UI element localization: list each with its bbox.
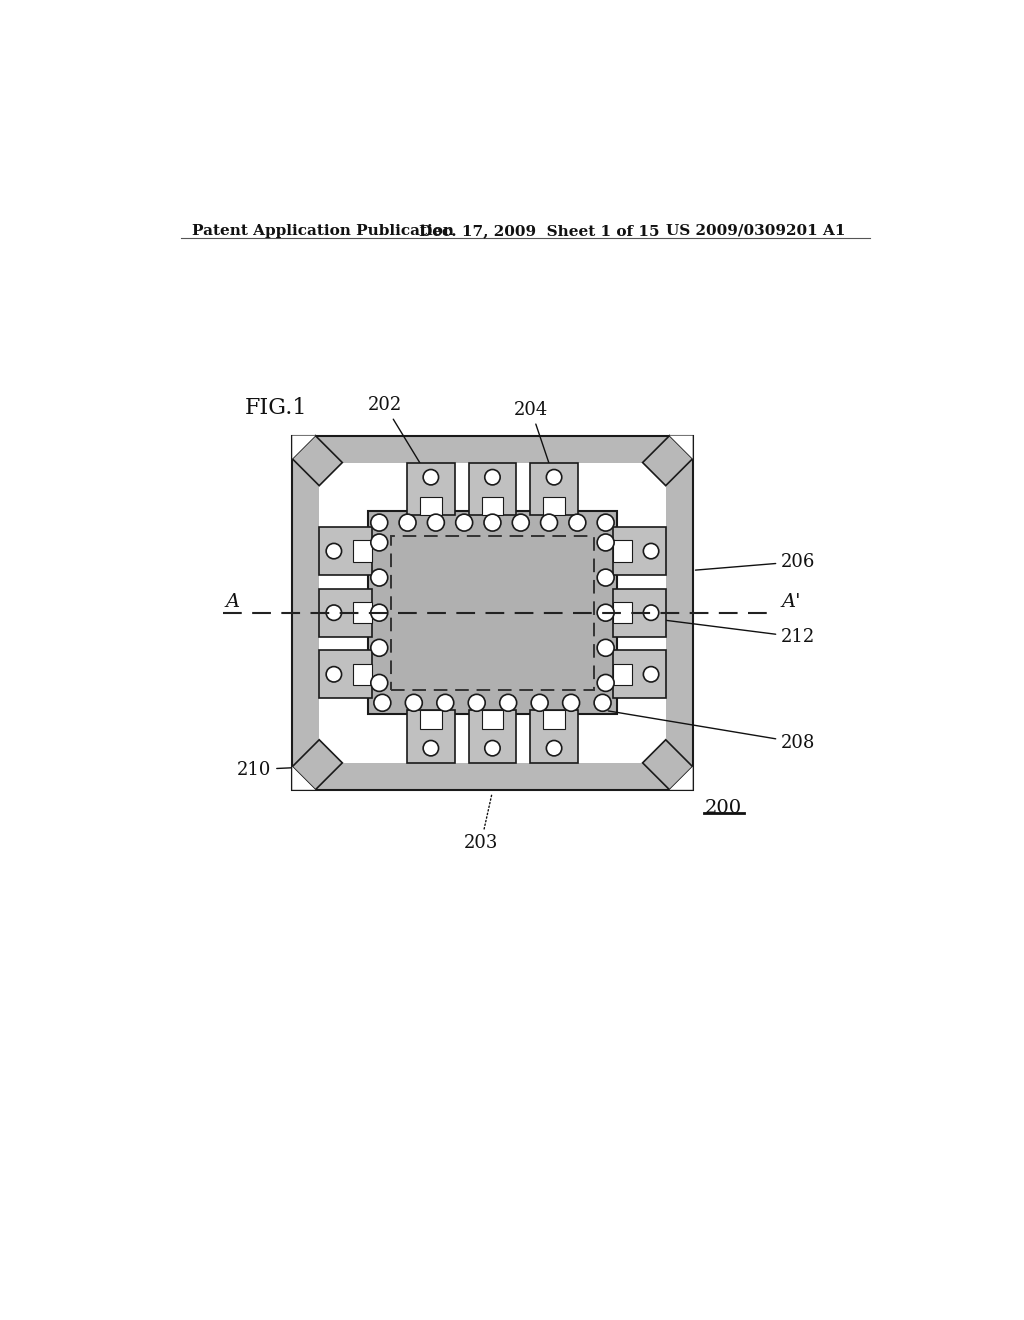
Text: Dec. 17, 2009  Sheet 1 of 15: Dec. 17, 2009 Sheet 1 of 15: [419, 224, 659, 238]
Bar: [544, 710, 565, 729]
Polygon shape: [292, 767, 315, 789]
Bar: [544, 496, 565, 515]
Circle shape: [327, 544, 342, 558]
Bar: [481, 710, 503, 729]
Circle shape: [547, 470, 562, 484]
Bar: [319, 527, 372, 576]
Text: 200: 200: [705, 799, 741, 817]
Circle shape: [597, 675, 614, 692]
Bar: [613, 540, 632, 562]
Text: 206: 206: [695, 553, 815, 570]
Circle shape: [597, 605, 614, 622]
Circle shape: [597, 639, 614, 656]
Circle shape: [597, 515, 614, 531]
Polygon shape: [292, 436, 342, 486]
Bar: [420, 710, 441, 729]
Text: 208: 208: [608, 711, 815, 751]
Circle shape: [484, 515, 501, 531]
Polygon shape: [292, 436, 315, 459]
Circle shape: [456, 515, 473, 531]
Bar: [407, 710, 455, 763]
Circle shape: [327, 667, 342, 682]
Circle shape: [562, 694, 580, 711]
Text: 203: 203: [464, 795, 498, 853]
Text: A: A: [225, 593, 240, 611]
Polygon shape: [670, 436, 692, 459]
Text: 212: 212: [608, 612, 815, 645]
Circle shape: [327, 605, 342, 620]
Circle shape: [597, 535, 614, 550]
Circle shape: [512, 515, 529, 531]
Text: 204: 204: [514, 401, 553, 475]
Circle shape: [468, 694, 485, 711]
Text: 202: 202: [368, 396, 434, 486]
Circle shape: [423, 470, 438, 484]
Circle shape: [374, 694, 391, 711]
Circle shape: [643, 605, 658, 620]
Circle shape: [371, 675, 388, 692]
Bar: [319, 462, 666, 763]
Circle shape: [569, 515, 586, 531]
Circle shape: [437, 694, 454, 711]
Bar: [407, 462, 455, 515]
Polygon shape: [643, 436, 692, 486]
Polygon shape: [292, 739, 342, 789]
Bar: [353, 602, 372, 623]
Circle shape: [371, 515, 388, 531]
Circle shape: [371, 605, 388, 622]
Bar: [469, 462, 516, 515]
Bar: [613, 589, 666, 636]
Circle shape: [541, 515, 557, 531]
Circle shape: [371, 535, 388, 550]
Polygon shape: [643, 739, 692, 789]
Circle shape: [427, 515, 444, 531]
Text: 210: 210: [237, 760, 312, 779]
Bar: [530, 462, 578, 515]
Bar: [319, 589, 372, 636]
Bar: [613, 651, 666, 698]
Circle shape: [643, 544, 658, 558]
Bar: [353, 664, 372, 685]
Circle shape: [594, 694, 611, 711]
Circle shape: [484, 470, 500, 484]
Bar: [613, 527, 666, 576]
Text: Patent Application Publication: Patent Application Publication: [193, 224, 455, 238]
Text: FIG.1: FIG.1: [245, 397, 307, 420]
Bar: [530, 710, 578, 763]
Bar: [613, 602, 632, 623]
Circle shape: [484, 741, 500, 756]
Bar: [469, 710, 516, 763]
Circle shape: [643, 667, 658, 682]
Circle shape: [597, 569, 614, 586]
Circle shape: [500, 694, 517, 711]
Circle shape: [531, 694, 548, 711]
Polygon shape: [670, 767, 692, 789]
Circle shape: [406, 694, 422, 711]
Circle shape: [371, 569, 388, 586]
Bar: [391, 536, 594, 689]
Bar: [420, 496, 441, 515]
Text: US 2009/0309201 A1: US 2009/0309201 A1: [666, 224, 845, 238]
Circle shape: [399, 515, 416, 531]
Text: A': A': [781, 593, 801, 611]
Circle shape: [547, 741, 562, 756]
Circle shape: [423, 741, 438, 756]
Bar: [481, 496, 503, 515]
Bar: [319, 651, 372, 698]
Bar: [292, 436, 692, 789]
Circle shape: [371, 639, 388, 656]
Bar: [353, 540, 372, 562]
Bar: [368, 511, 617, 714]
Bar: [613, 664, 632, 685]
